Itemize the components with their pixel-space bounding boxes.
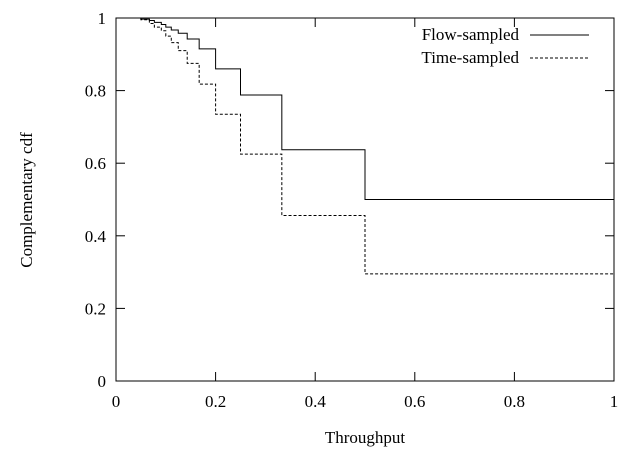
- y-tick-label: 0.4: [85, 227, 107, 246]
- y-tick-label: 1: [98, 9, 107, 28]
- series-layer: [116, 17, 614, 275]
- y-tick-label: 0.6: [85, 154, 106, 173]
- y-tick-label: 0.8: [85, 82, 106, 101]
- legend-label-time-sampled: Time-sampled: [421, 48, 519, 67]
- legend-label-flow-sampled: Flow-sampled: [422, 25, 520, 44]
- x-tick-label: 0.2: [205, 392, 226, 411]
- x-tick-label: 1: [610, 392, 619, 411]
- series-line-time-sampled: [116, 17, 614, 275]
- x-tick-label: 0.8: [504, 392, 525, 411]
- x-axis-label: Throughput: [325, 428, 406, 447]
- tick-labels: 0 0.2 0.4 0.6 0.8 1 0 0.2 0.4 0.6 0.8 1: [85, 9, 619, 411]
- x-tick-label: 0.6: [404, 392, 425, 411]
- legend: Flow-sampled Time-sampled: [421, 25, 589, 67]
- y-axis-label: Complementary cdf: [17, 132, 36, 268]
- axis-ticks: [115, 17, 615, 382]
- y-tick-label: 0: [98, 372, 107, 391]
- x-tick-label: 0: [112, 392, 121, 411]
- x-tick-label: 0.4: [305, 392, 327, 411]
- series-line-flow-sampled: [116, 17, 614, 200]
- y-tick-label: 0.2: [85, 299, 106, 318]
